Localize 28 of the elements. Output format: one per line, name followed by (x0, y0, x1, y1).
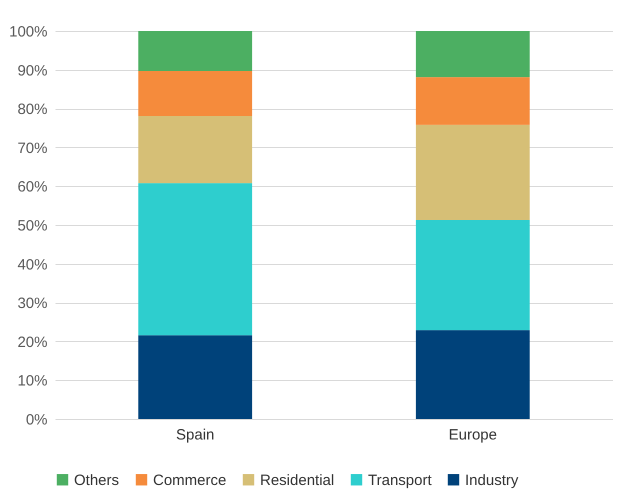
legend-label: Transport (368, 472, 432, 489)
legend-label: Industry (465, 472, 519, 489)
bar (416, 31, 530, 78)
bar (138, 116, 252, 184)
y-tick-label: 100% (9, 24, 48, 40)
y-tick-label: 30% (17, 295, 48, 312)
bar (138, 70, 252, 116)
x-tick-label: Spain (176, 426, 214, 444)
legend-label: Residential (260, 472, 334, 489)
bar (416, 77, 530, 125)
y-tick-label: 90% (17, 62, 48, 80)
legend-label: Commerce (153, 472, 226, 489)
bar (138, 335, 252, 419)
bar (138, 183, 252, 336)
bar (416, 220, 530, 330)
y-tick-label: 20% (17, 334, 48, 351)
bar (416, 124, 530, 220)
x-tick-label: Europe (448, 426, 497, 444)
y-tick-label: 60% (17, 178, 48, 196)
bar (416, 330, 530, 419)
legend-label: Others (74, 472, 120, 489)
y-tick-label: 0% (26, 412, 48, 428)
bar (138, 31, 252, 71)
y-tick-label: 80% (17, 101, 48, 118)
y-tick-label: 40% (17, 256, 48, 274)
y-tick-label: 50% (17, 218, 48, 234)
y-tick-label: 10% (17, 372, 48, 390)
y-tick-label: 70% (17, 140, 48, 157)
